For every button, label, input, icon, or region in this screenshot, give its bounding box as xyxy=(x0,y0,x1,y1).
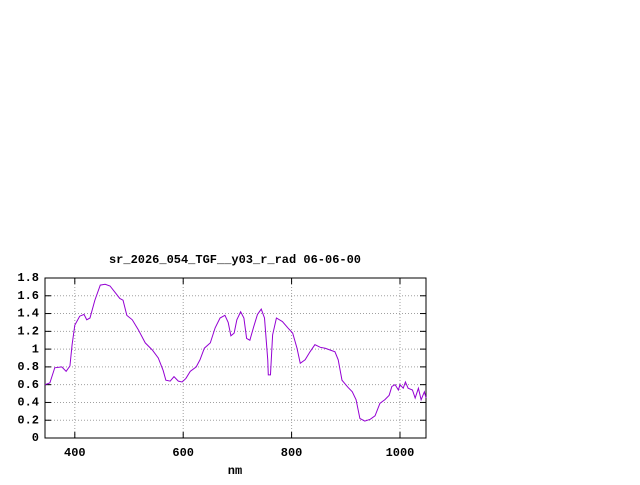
y-tick-label: 1.6 xyxy=(17,289,39,303)
x-tick-label: 800 xyxy=(281,446,303,460)
x-tick-label: 1000 xyxy=(386,446,415,460)
data-line xyxy=(44,283,427,422)
y-tick-label: 0.8 xyxy=(17,360,39,374)
y-tick-label: 0.4 xyxy=(17,396,39,410)
y-tick-label: 1 xyxy=(32,342,39,356)
plot-frame xyxy=(44,277,427,439)
y-tick-label: 1.2 xyxy=(17,325,39,339)
y-tick-label: 0.2 xyxy=(17,413,39,427)
y-tick-label: 1.4 xyxy=(17,307,39,321)
x-tick-label: 600 xyxy=(172,446,194,460)
x-tick-label: 400 xyxy=(64,446,86,460)
y-tick-label: 0.6 xyxy=(17,378,39,392)
chart-title: sr_2026_054_TGF__y03_r_rad 06-06-00 xyxy=(109,253,361,267)
y-tick-label: 1.8 xyxy=(17,271,39,285)
x-axis-label: nm xyxy=(228,464,242,478)
y-tick-label: 0 xyxy=(32,431,39,445)
